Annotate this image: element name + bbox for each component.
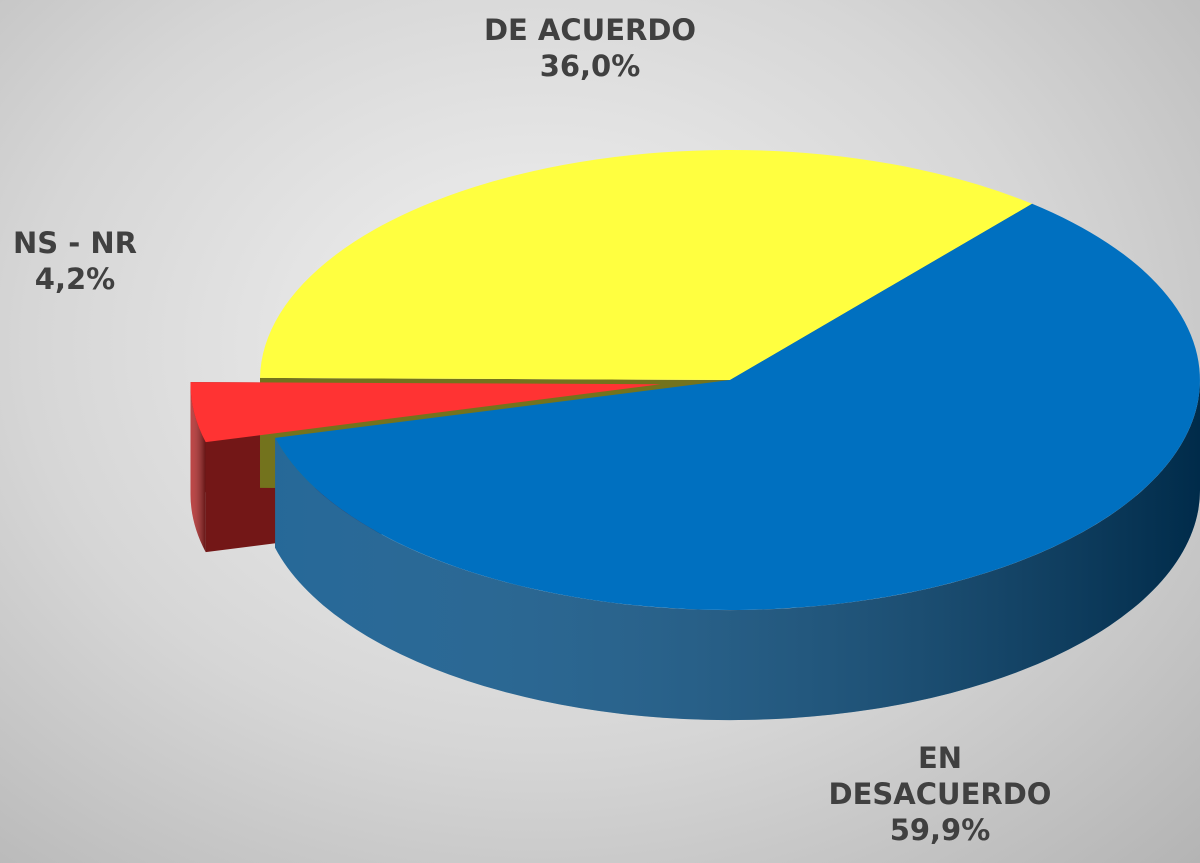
slice-side-shade <box>275 380 1200 721</box>
slice-top <box>275 203 1200 610</box>
category-label: DE ACUERDO <box>483 13 697 47</box>
category-label: EN DESACUERDO <box>828 741 1052 811</box>
category-label: NS - NR <box>13 226 137 260</box>
slice-top <box>190 382 661 443</box>
slice-label: DE ACUERDO 36,0% <box>440 12 740 84</box>
slice-side-shade <box>190 384 206 553</box>
value-label: 36,0% <box>539 49 641 83</box>
value-label: 59,9% <box>889 813 991 847</box>
value-label: 4,2% <box>34 262 116 296</box>
slice-label: NS - NR 4,2% <box>0 225 150 297</box>
slice-top <box>260 149 1033 380</box>
